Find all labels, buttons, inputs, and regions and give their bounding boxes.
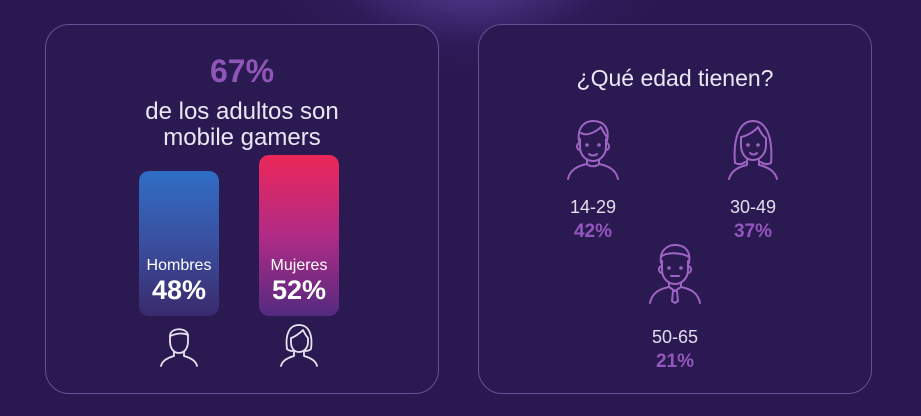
woman-icon	[280, 324, 318, 367]
bar-women-value: 52%	[271, 275, 327, 305]
gender-card: 67% de los adultos son mobile gamers Hom…	[45, 24, 439, 394]
woman-long-hair-icon	[728, 120, 778, 180]
age-percent-30-49: 37%	[733, 221, 773, 242]
headline-line-2: mobile gamers	[163, 124, 321, 151]
age-card: ¿Qué edad tienen? 14-29 42%	[478, 24, 872, 394]
age-range-14-29: 14-29	[569, 197, 617, 217]
headline-subtitle: de los adultos son mobile gamers	[46, 99, 438, 151]
age-percent-14-29: 42%	[573, 221, 613, 242]
headline-percent: 67%	[209, 53, 275, 89]
bar-men: Hombres 48%	[139, 171, 219, 316]
bar-men-label: Hombres	[146, 257, 212, 274]
man-with-tie-icon	[649, 244, 701, 304]
headline-line-1: de los adultos son	[145, 98, 339, 125]
age-range-50-65: 50-65	[651, 327, 699, 347]
boy-icon	[567, 120, 619, 180]
age-percent-50-65: 21%	[655, 351, 695, 372]
bar-men-value: 48%	[151, 275, 207, 305]
age-range-30-49: 30-49	[729, 197, 777, 217]
age-title: ¿Qué edad tienen?	[576, 65, 774, 91]
bar-women: Mujeres 52%	[259, 155, 339, 316]
man-icon	[160, 328, 198, 367]
bar-women-label: Mujeres	[270, 257, 328, 274]
